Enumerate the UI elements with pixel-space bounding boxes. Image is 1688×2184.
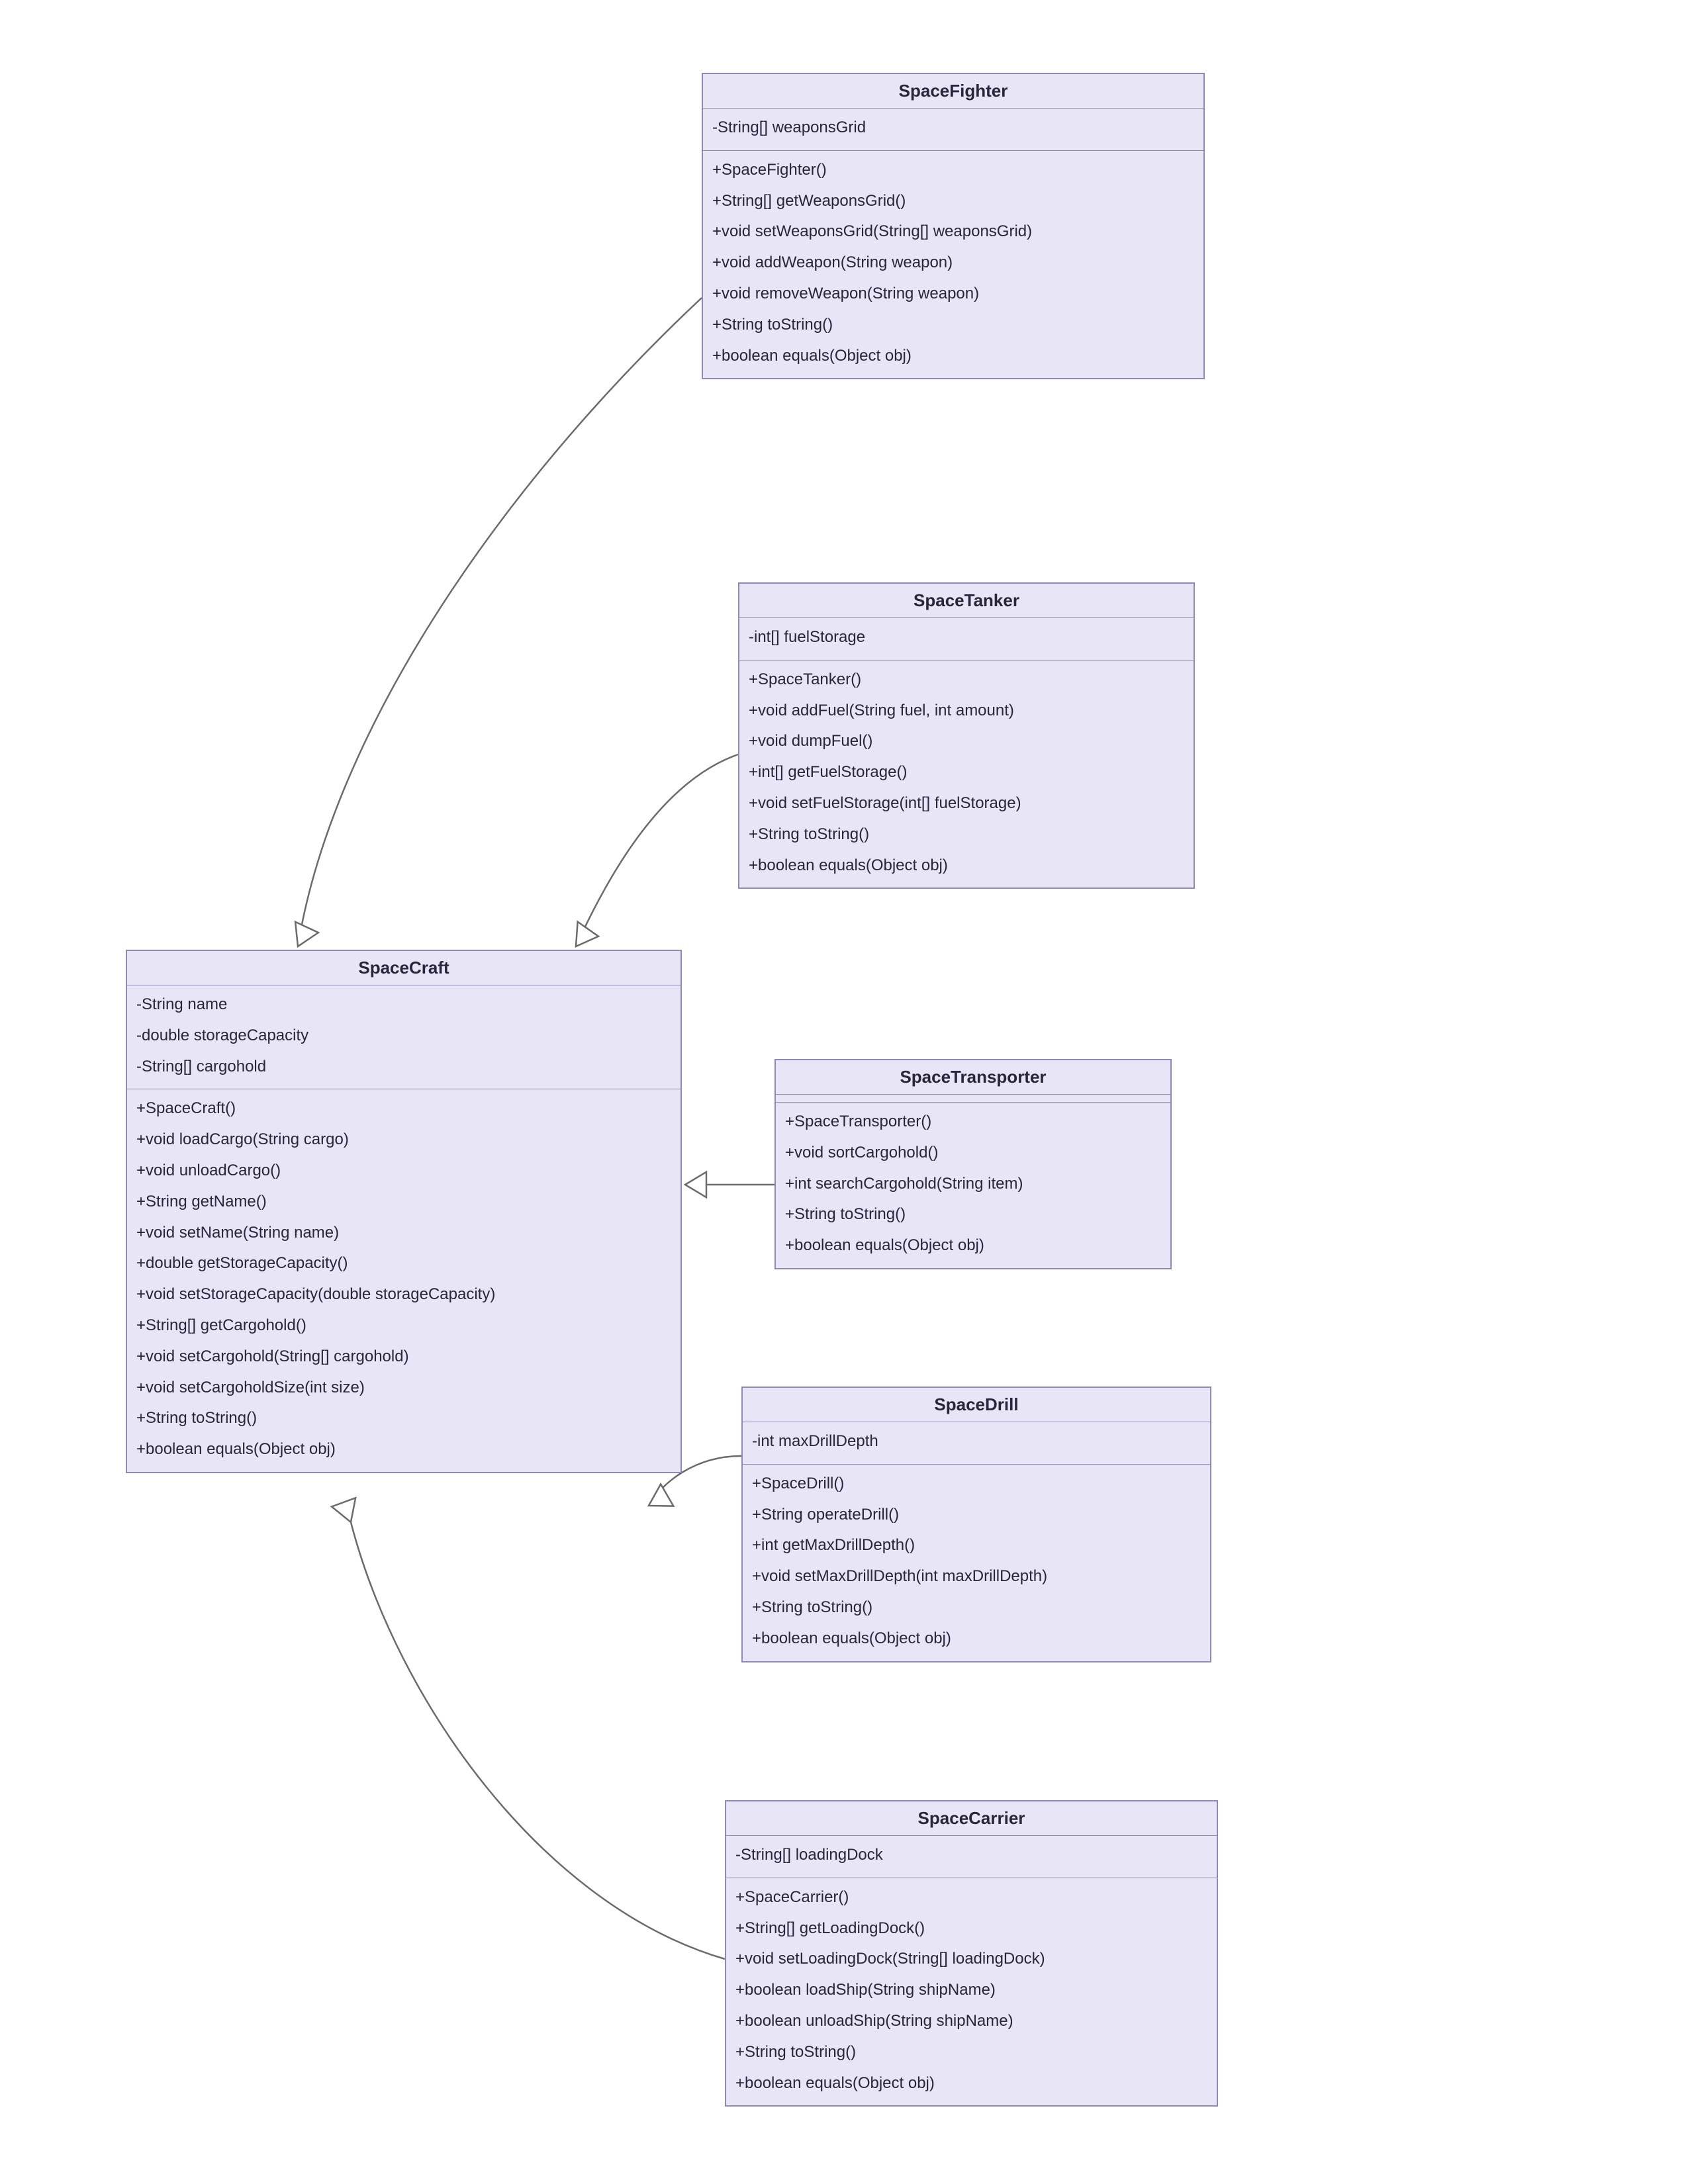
operation-row: +void setLoadingDock(String[] loadingDoc… [735,1944,1207,1975]
operation-row: +String toString() [785,1199,1161,1230]
class-attributes: -int maxDrillDepth [743,1422,1210,1464]
operation-row: +boolean equals(Object obj) [749,850,1184,882]
operation-row: +boolean equals(Object obj) [735,2068,1207,2099]
class-operations: +SpaceDrill()+String operateDrill()+int … [743,1464,1210,1661]
operation-row: +void setCargohold(String[] cargohold) [136,1342,671,1373]
inheritance-edge [351,1522,725,1959]
operation-row: +String toString() [752,1592,1201,1623]
operation-row: +String[] getLoadingDock() [735,1913,1207,1944]
class-spacedrill: SpaceDrill -int maxDrillDepth +SpaceDrill(… [741,1387,1211,1662]
operation-row: +String toString() [749,819,1184,850]
class-title: SpaceCraft [127,951,680,985]
operation-row: +int[] getFuelStorage() [749,757,1184,788]
operation-row: +void addWeapon(String weapon) [712,248,1194,279]
operation-row: +void setStorageCapacity(double storageC… [136,1279,671,1310]
class-title: SpaceCarrier [726,1801,1217,1835]
operation-row: +String toString() [712,310,1194,341]
inheritance-arrowhead-icon [576,922,598,946]
attribute-row: -String[] loadingDock [735,1840,1207,1871]
attribute-row: -int[] fuelStorage [749,622,1184,653]
class-attributes: -String[] loadingDock [726,1835,1217,1878]
class-attributes: -String[] weaponsGrid [703,108,1203,150]
operation-row: +int getMaxDrillDepth() [752,1530,1201,1561]
operation-row: +String[] getCargohold() [136,1310,671,1342]
class-operations: +SpaceTanker()+void addFuel(String fuel,… [739,660,1194,888]
operation-row: +void setName(String name) [136,1218,671,1249]
operation-row: +String operateDrill() [752,1500,1201,1531]
operation-row: +void removeWeapon(String weapon) [712,279,1194,310]
class-title: SpaceDrill [743,1388,1210,1422]
class-attributes [776,1094,1170,1102]
inheritance-arrowhead-icon [295,922,318,946]
operation-row: +void setMaxDrillDepth(int maxDrillDepth… [752,1561,1201,1592]
operation-row: +boolean equals(Object obj) [785,1230,1161,1261]
operation-row: +void setWeaponsGrid(String[] weaponsGri… [712,216,1194,248]
operation-row: +SpaceCraft() [136,1093,671,1124]
class-operations: +SpaceCarrier()+String[] getLoadingDock(… [726,1878,1217,2106]
operation-row: +SpaceCarrier() [735,1882,1207,1913]
operation-row: +void unloadCargo() [136,1156,671,1187]
class-title: SpaceTransporter [776,1060,1170,1094]
operation-row: +String getName() [136,1187,671,1218]
operation-row: +void loadCargo(String cargo) [136,1124,671,1156]
class-spacetransporter: SpaceTransporter +SpaceTransporter()+void… [774,1059,1172,1269]
operation-row: +int searchCargohold(String item) [785,1169,1161,1200]
operation-row: +SpaceTanker() [749,664,1184,696]
operation-row: +void sortCargohold() [785,1138,1161,1169]
class-title: SpaceFighter [703,74,1203,108]
class-spacefighter: SpaceFighter -String[] weaponsGrid +SpaceF… [702,73,1205,379]
inheritance-arrowhead-icon [685,1172,706,1197]
operation-row: +void addFuel(String fuel, int amount) [749,696,1184,727]
operation-row: +void dumpFuel() [749,726,1184,757]
operation-row: +boolean equals(Object obj) [752,1623,1201,1655]
operation-row: +SpaceFighter() [712,155,1194,186]
attribute-row: -String name [136,989,671,1021]
operation-row: +SpaceDrill() [752,1469,1201,1500]
class-spacecraft: SpaceCraft-String name-double storageCap… [126,950,682,1473]
class-title: SpaceTanker [739,584,1194,617]
operation-row: +SpaceTransporter() [785,1107,1161,1138]
operation-row: +String[] getWeaponsGrid() [712,186,1194,217]
operation-row: +boolean unloadShip(String shipName) [735,2006,1207,2037]
class-attributes: -int[] fuelStorage [739,617,1194,660]
operation-row: +void setFuelStorage(int[] fuelStorage) [749,788,1184,819]
operation-row: +boolean equals(Object obj) [712,341,1194,372]
diagram-canvas: SpaceCraft-String name-double storageCap… [0,0,1688,2184]
class-spacetanker: SpaceTanker -int[] fuelStorage +SpaceTanke… [738,582,1195,889]
inheritance-arrowhead-icon [332,1498,355,1522]
inheritance-edge [298,298,702,946]
attribute-row: -double storageCapacity [136,1021,671,1052]
class-operations: +SpaceFighter()+String[] getWeaponsGrid(… [703,150,1203,379]
attribute-row: -String[] cargohold [136,1052,671,1083]
inheritance-edge [576,754,738,946]
class-operations: +SpaceTransporter()+void sortCargohold()… [776,1102,1170,1268]
operation-row: +boolean equals(Object obj) [136,1434,671,1465]
operation-row: +void setCargoholdSize(int size) [136,1373,671,1404]
class-attributes: -String name-double storageCapacity-Stri… [127,985,680,1089]
attribute-row: -String[] weaponsGrid [712,113,1194,144]
operation-row: +String toString() [136,1403,671,1434]
operation-row: +String toString() [735,2037,1207,2068]
attribute-row: -int maxDrillDepth [752,1426,1201,1457]
class-spacecarrier: SpaceCarrier -String[] loadingDock +SpaceC… [725,1800,1218,2107]
operation-row: +boolean loadShip(String shipName) [735,1975,1207,2006]
class-operations: +SpaceCraft()+void loadCargo(String carg… [127,1089,680,1472]
inheritance-arrowhead-icon [649,1484,673,1506]
operation-row: +double getStorageCapacity() [136,1248,671,1279]
